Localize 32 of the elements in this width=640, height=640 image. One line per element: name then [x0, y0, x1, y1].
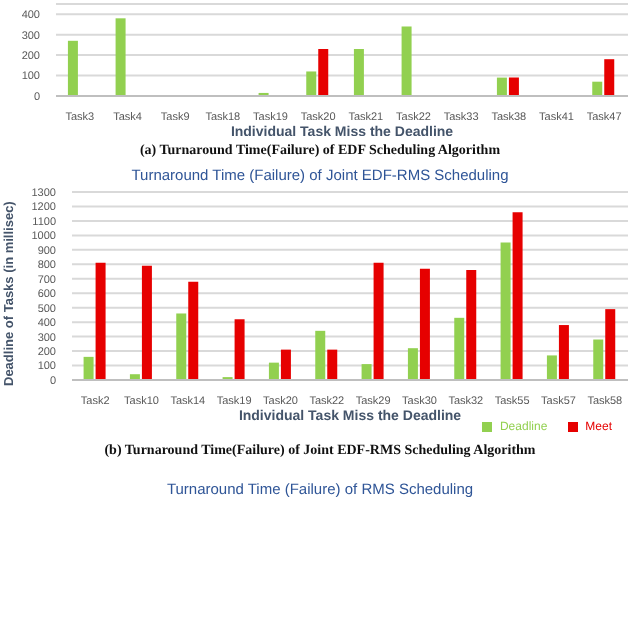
bar	[558, 325, 569, 380]
bar	[67, 40, 78, 96]
bar	[604, 59, 615, 96]
bar	[353, 48, 364, 96]
bar	[306, 71, 317, 96]
bar	[500, 242, 511, 380]
bar	[115, 18, 126, 96]
bar	[280, 349, 291, 380]
bar	[496, 77, 507, 96]
bar	[593, 339, 604, 380]
bar	[188, 281, 199, 380]
bar	[95, 262, 106, 380]
bar	[407, 348, 418, 380]
bar	[546, 355, 557, 380]
bar	[268, 362, 279, 380]
bar	[318, 48, 329, 96]
bar	[454, 317, 465, 380]
bar	[605, 309, 616, 380]
bar	[141, 265, 152, 380]
bar	[234, 319, 245, 380]
bar	[327, 349, 338, 380]
bar	[176, 313, 187, 380]
bar	[592, 81, 603, 96]
bar	[466, 270, 477, 380]
bar	[512, 212, 523, 380]
bar	[83, 356, 94, 380]
bar	[361, 364, 372, 380]
bar	[373, 262, 384, 380]
bar	[315, 330, 326, 380]
bar	[401, 26, 412, 96]
bar	[419, 268, 430, 380]
bar	[508, 77, 519, 96]
